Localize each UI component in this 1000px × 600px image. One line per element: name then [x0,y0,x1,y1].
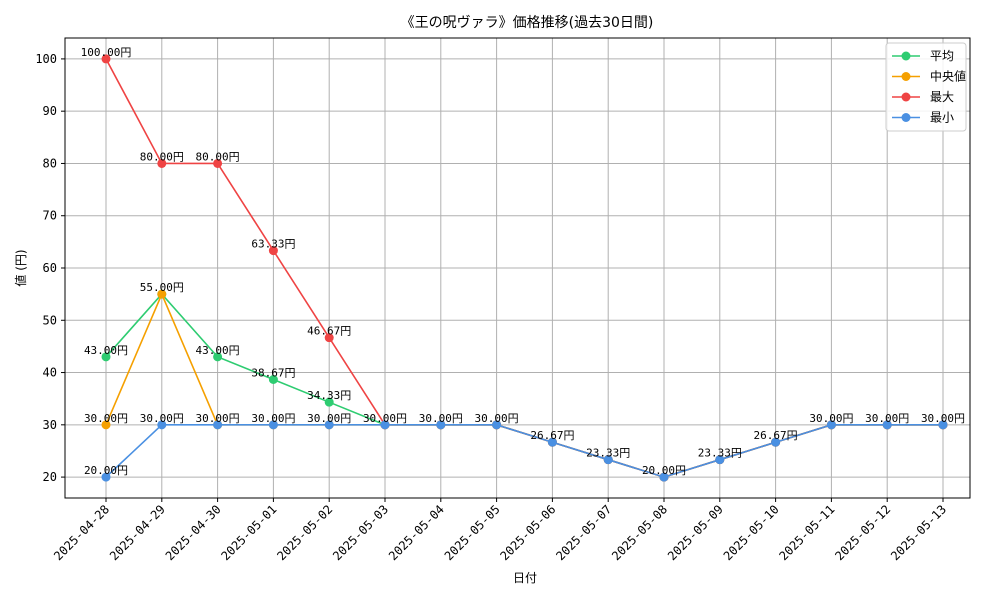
data-label: 30.00円 [865,412,909,425]
data-point [213,352,223,362]
data-point [157,289,167,299]
data-label: 20.00円 [84,464,128,477]
data-label: 80.00円 [140,150,184,163]
data-label: 55.00円 [140,281,184,294]
legend-marker [901,92,911,102]
data-point [213,420,223,430]
data-point [492,420,502,430]
data-label: 30.00円 [475,412,519,425]
data-label: 30.00円 [140,412,184,425]
legend-label: 中央値 [930,69,966,84]
data-point [101,420,111,430]
data-label: 26.67円 [754,429,798,442]
data-point [882,420,892,430]
data-label: 34.33円 [307,389,351,402]
y-tick-label: 90 [43,104,57,118]
y-tick-label: 20 [43,470,57,484]
y-axis-title: 値 (円) [13,249,28,286]
data-point [436,420,446,430]
data-point [380,420,390,430]
data-label: 30.00円 [363,412,407,425]
data-point [213,158,223,168]
y-tick-label: 70 [43,209,57,223]
series-line-3 [105,424,943,478]
y-tick-label: 50 [43,313,57,327]
data-label: 20.00円 [642,464,686,477]
legend-marker [901,51,911,61]
legend-label: 最大 [930,90,954,104]
y-tick-label: 40 [43,366,57,380]
data-labels: 43.00円 30.00円 100.00円 20.00円 55.00円 80.00円 30.… [81,46,965,477]
data-point [268,246,278,256]
data-point [324,420,334,430]
data-point [324,397,334,407]
data-label: 30.00円 [809,412,853,425]
data-point [938,420,948,430]
data-point [101,352,111,362]
data-point [771,437,781,447]
data-point [268,374,278,384]
data-label: 80.00円 [196,150,240,163]
data-label: 30.00円 [84,412,128,425]
data-label: 30.00円 [251,412,295,425]
data-label: 30.00円 [419,412,463,425]
y-tick-label: 100 [35,52,57,66]
data-label: 23.33円 [698,447,742,460]
data-point [826,420,836,430]
legend-marker [901,113,911,122]
data-label: 43.00円 [84,344,128,357]
legend-label: 最小 [930,111,954,125]
legend-box [885,42,967,132]
data-point [268,420,278,430]
data-label: 30.00円 [196,412,240,425]
data-label: 26.67円 [530,429,574,442]
data-point [101,472,111,482]
y-tick-label: 80 [43,156,57,170]
data-point [547,437,557,447]
y-axis: 20 30 40 50 60 70 80 90 100 [35,52,65,484]
data-label: 38.67円 [251,366,295,379]
legend-label: 平均 [930,49,954,63]
y-tick-label: 60 [43,261,57,275]
data-label: 63.33円 [251,238,295,251]
chart-title: 《王の呪ヴァラ》価格推移(過去30日間) [401,14,654,31]
data-label: 30.00円 [307,412,351,425]
data-point [324,333,334,343]
series [101,54,948,482]
y-tick-label: 30 [43,418,57,432]
data-label: 100.00円 [81,46,132,59]
legend-marker [901,72,911,81]
data-label: 23.33円 [586,447,630,460]
data-label: 30.00円 [921,412,965,425]
data-point [715,455,725,465]
data-point [157,158,167,168]
data-point [157,420,167,430]
data-label: 46.67円 [307,325,351,338]
data-point [659,472,669,482]
data-point [101,54,111,64]
data-point [603,455,613,465]
x-axis-title: 日付 [513,571,537,585]
data-label: 43.00円 [196,344,240,357]
